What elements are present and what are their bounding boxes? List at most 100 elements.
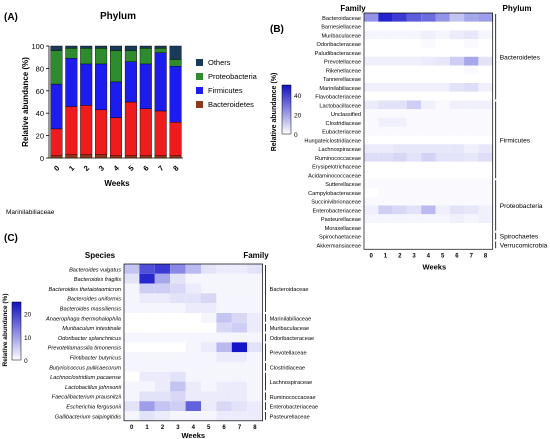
heat-cell: [449, 74, 465, 83]
column-header-species: Species: [85, 251, 116, 260]
group-label: Muribaculaceae: [270, 326, 310, 332]
x-tick-label: 7: [238, 425, 242, 431]
legend-swatch: [196, 101, 203, 108]
heat-cell: [478, 65, 493, 75]
heat-cell: [478, 48, 493, 57]
y-tick-label: 80: [36, 64, 44, 73]
heat-cell: [478, 223, 493, 232]
heat-cell: [478, 39, 493, 48]
heat-cell: [154, 381, 171, 392]
heat-cell: [449, 135, 465, 145]
heat-cell: [421, 100, 436, 110]
heat-cell: [154, 332, 171, 343]
row-label: Escherichia fergusonii: [66, 405, 121, 411]
heat-cell: [392, 179, 407, 188]
heat-cell: [216, 391, 232, 402]
panel-label-a: (A): [4, 12, 18, 23]
group-label: Proteobacteria: [500, 203, 543, 210]
heat-cell: [231, 332, 248, 343]
heat-cell: [201, 401, 217, 411]
colorbar-label: Relative abundance (%): [271, 73, 278, 152]
column-header-family: Family: [243, 251, 269, 260]
heat-cell: [124, 342, 140, 353]
heat-cell: [201, 381, 217, 392]
heat-cell: [231, 391, 248, 402]
bar-segment: [154, 48, 167, 53]
heat-cell: [201, 352, 217, 362]
heat-cell: [139, 293, 155, 304]
heat-cell: [478, 188, 493, 197]
group-label: Pasteurellaceae: [270, 414, 310, 420]
heat-cell: [449, 153, 465, 162]
heat-cell: [154, 371, 171, 382]
x-tick-label: 1: [145, 425, 149, 431]
heat-cell: [185, 362, 201, 372]
heat-cell: [435, 205, 450, 215]
heat-cell: [231, 381, 248, 392]
heat-cell: [364, 100, 379, 110]
heat-cell: [435, 100, 450, 110]
heat-cell: [231, 362, 248, 372]
heat-cell: [154, 342, 171, 353]
row-label: Lachnoclostridium pacaense: [50, 375, 121, 381]
colorbar: [281, 84, 292, 135]
group-label: Firmicutes: [500, 137, 531, 144]
row-label: Paludibacteraceae: [315, 51, 361, 57]
heat-cell: [406, 56, 422, 66]
row-label: Bacteroides fragilis: [74, 277, 121, 283]
heat-cell: [421, 48, 436, 57]
heat-cell: [406, 65, 422, 75]
panel-b: (B) Family Phylum Bacteroidaceae Barnesiella…: [270, 4, 548, 271]
bar-segment: [154, 155, 167, 159]
heat-cell: [247, 322, 263, 333]
row-label: Ruminococcaceae: [315, 156, 361, 162]
legend-label: Proteobacteria: [208, 72, 258, 81]
heat-cell: [392, 214, 407, 223]
heat-cell: [124, 362, 140, 372]
heat-cell: [478, 74, 493, 83]
heat-cell: [421, 13, 436, 22]
heat-cell: [406, 223, 422, 232]
row-label: Bacteroides uniformis: [67, 297, 121, 303]
heat-cell: [392, 30, 407, 40]
heat-cell: [378, 48, 393, 57]
bar-segment: [109, 117, 123, 156]
heat-cell: [139, 381, 155, 392]
chart-title: Phylum: [100, 11, 136, 22]
heat-cell: [231, 313, 248, 323]
heat-cell: [449, 91, 465, 101]
group-label: Enterobacteriaceae: [270, 405, 319, 411]
heat-cell: [170, 322, 186, 333]
group-label: Bacteroidaceae: [270, 287, 309, 293]
bar-segment: [169, 155, 182, 159]
heat-cell: [378, 30, 393, 40]
bar-segment: [95, 109, 108, 155]
heat-cell: [435, 188, 450, 197]
heat-cell: [364, 48, 379, 57]
x-tick-label: 0: [130, 425, 134, 431]
heat-cell: [364, 153, 379, 162]
heat-cell: [378, 118, 393, 127]
heat-cell: [435, 83, 450, 92]
heat-cell: [201, 322, 217, 333]
heat-cell: [139, 411, 155, 421]
x-tick-label: 1: [384, 253, 388, 259]
heat-cell: [364, 74, 379, 83]
heat-cell: [421, 153, 436, 162]
heat-cell: [231, 264, 248, 274]
heat-cell: [449, 100, 465, 110]
heat-cell: [449, 223, 465, 232]
heat-cell: [435, 126, 450, 136]
bar-segment: [65, 58, 78, 107]
heat-cell: [464, 39, 479, 48]
y-tick-label: 0: [40, 154, 44, 163]
heat-cell: [449, 179, 465, 188]
heat-cell: [449, 170, 465, 180]
heat-cell: [392, 196, 407, 206]
heat-cell: [247, 313, 263, 323]
heat-cell: [247, 401, 263, 411]
bar-segment: [109, 45, 123, 51]
heat-cell: [378, 153, 393, 162]
heat-cell: [247, 381, 263, 392]
heat-cell: [464, 144, 479, 153]
